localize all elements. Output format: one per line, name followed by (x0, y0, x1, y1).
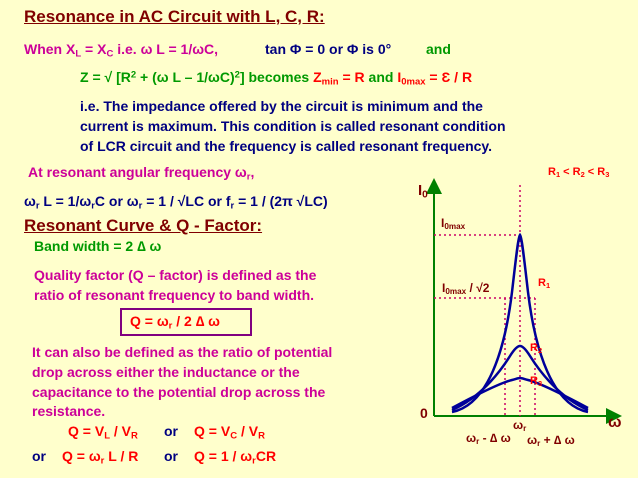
right-bandwidth-label: ωr + ∆ ω (527, 433, 575, 449)
sub-l: L (75, 48, 82, 60)
r2-label: R2 (530, 342, 543, 355)
or-text-2: or (32, 448, 46, 464)
paragraph-line-3: of LCR circuit and the frequency is call… (80, 138, 493, 154)
q-factor-box (120, 308, 252, 336)
quality-line-1: Quality factor (Q – factor) is defined a… (34, 267, 317, 283)
z-text: Z = √ [R (80, 69, 131, 85)
also-line-4: resistance. (32, 403, 106, 419)
page-title: Resonance in AC Circuit with L, C, R: (24, 7, 325, 26)
resonance-condition-line: When XL = XC i.e. ω L = 1/ωC, (24, 41, 219, 60)
curve-r1 (451, 232, 589, 414)
omega-r-label: ωr (513, 418, 527, 434)
r3-label: R3 (530, 375, 543, 388)
sub-c: C (106, 48, 114, 60)
q-factor-formula: Q = ωr / 2 ∆ ω (130, 313, 221, 332)
q-inductance-formula: Q = ωr L / R (62, 448, 139, 467)
y-axis-label: I0 (418, 182, 428, 201)
left-bandwidth-label: ωr - ∆ ω (466, 431, 511, 447)
mid-text: + (ω L – 1/ωC) (136, 69, 235, 85)
resonant-formula-line: ωr L = 1/ωrC or ωr = 1 / √LC or fr = 1 /… (24, 193, 328, 212)
when-text: When X (24, 41, 76, 57)
and-text: and (426, 41, 451, 57)
paragraph-line-1: i.e. The impedance offered by the circui… (80, 98, 483, 114)
section-title: Resonant Curve & Q - Factor: (24, 216, 263, 235)
quality-line-2: ratio of resonant frequency to band widt… (34, 287, 315, 303)
bandwidth-text: Band width = 2 ∆ ω (34, 238, 162, 254)
x-axis-label: ω (608, 414, 622, 431)
tan-phi-text: tan Φ = 0 or Φ is 0° (265, 41, 392, 57)
curve-r2 (451, 344, 589, 412)
eq-text: = X (81, 41, 107, 57)
resistance-legend: R1 < R2 < R3 (548, 166, 610, 179)
or-text-1: or (164, 423, 178, 439)
impedance-line: Z = √ [R2 + (ω L – 1/ωC)2] becomes Zmin … (80, 69, 473, 88)
zmin-text: Zmin = R (313, 69, 365, 88)
becomes-text: ] becomes (239, 69, 310, 85)
also-line-3: capacitance to the potential drop across… (32, 384, 326, 400)
r1-label: R1 (538, 277, 551, 290)
also-line-1: It can also be defined as the ratio of p… (32, 344, 333, 360)
or-text-3: or (164, 448, 178, 464)
q-voltage-c-formula: Q = VC / VR (194, 423, 265, 442)
q-voltage-l-formula: Q = VL / VR (68, 423, 138, 442)
ie-text: i.e. ω L = 1/ωC, (113, 41, 219, 57)
resonant-angular-heading: At resonant angular frequency ωr, (28, 164, 255, 183)
curve-r3 (451, 376, 589, 410)
sup-2b: 2 (234, 69, 240, 81)
also-line-2: drop across either the inductance or the (32, 364, 300, 380)
i0max-text: I0max = Ɛ / R (397, 69, 473, 88)
q-capacitance-formula: Q = 1 / ωrCR (194, 448, 277, 467)
origin-label: 0 (420, 405, 428, 421)
half-power-label: I0max / √2 (442, 281, 490, 297)
and2-text: and (364, 69, 398, 85)
i0max-label: I0max (441, 216, 466, 232)
sup-2a: 2 (130, 69, 137, 81)
paragraph-line-2: current is maximum. This condition is ca… (80, 118, 506, 134)
